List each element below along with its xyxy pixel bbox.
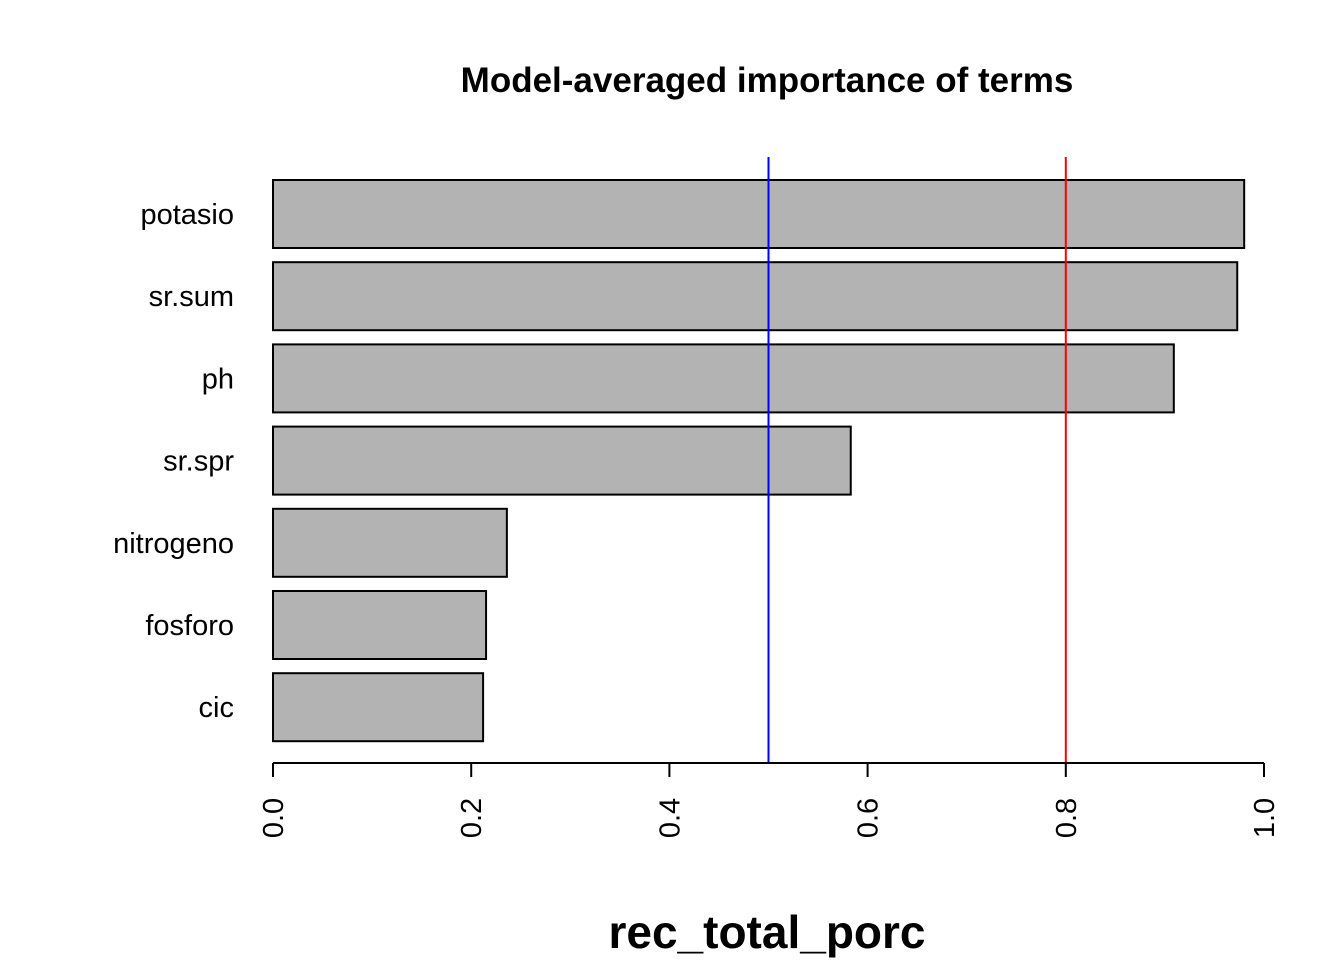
bar-cic (272, 672, 485, 743)
x-tick-label: 0.4 (654, 798, 686, 838)
bar-fosforo (272, 590, 488, 660)
category-label: ph (202, 363, 234, 395)
category-labels: potasio sr.sum ph sr.spr nitrogeno fosforo cic (113, 199, 234, 724)
category-label: fosforo (145, 610, 234, 642)
bar-nitrogeno (272, 507, 508, 578)
reference-lines (767, 157, 1067, 763)
category-label: nitrogeno (113, 528, 234, 560)
x-axis-label: rec_total_porc (608, 906, 925, 958)
x-tick-label: 0.2 (456, 798, 488, 838)
bar-sr-sum (272, 261, 1239, 332)
bar-potasio (272, 179, 1246, 249)
x-tick-label: 0.0 (258, 798, 290, 838)
x-tick-label: 1.0 (1249, 798, 1281, 838)
x-tick-label: 0.6 (853, 798, 885, 838)
category-label: sr.spr (163, 446, 234, 478)
bars-layer (272, 179, 1246, 743)
x-tick-label: 0.8 (1051, 798, 1083, 838)
category-label: cic (199, 692, 234, 724)
chart-title: Model-averaged importance of terms (461, 61, 1074, 100)
bar-ph (272, 343, 1175, 414)
category-label: sr.sum (149, 281, 234, 313)
x-axis: 0.0 0.2 0.4 0.6 0.8 1.0 (258, 762, 1281, 838)
category-label: potasio (140, 199, 234, 231)
bar-sr-spr (272, 425, 852, 496)
